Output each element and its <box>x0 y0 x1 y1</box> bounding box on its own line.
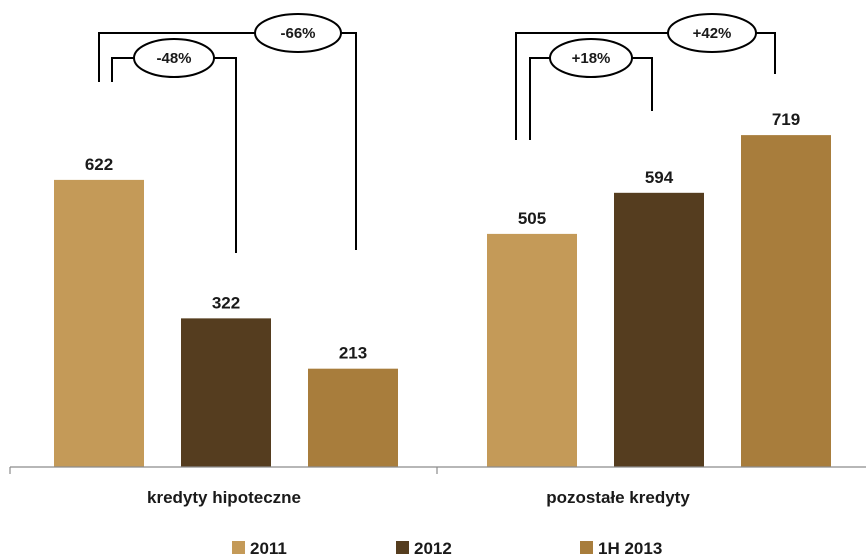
legend-label-2012: 2012 <box>414 539 452 557</box>
bar-kredyty-hipoteczne-1h-2013 <box>308 368 398 467</box>
legend-swatch-2011 <box>232 541 245 554</box>
value-label-kredyty-hipoteczne-2011: 622 <box>85 155 113 174</box>
change-bracket-kredyty-hipoteczne-2011-2012-label: -48% <box>156 50 191 67</box>
change-bracket-kredyty-hipoteczne-2011-2012-ellipse <box>133 38 215 78</box>
bar-pozosta-e-kredyty-2012 <box>614 192 704 467</box>
value-label-kredyty-hipoteczne-2012: 322 <box>212 293 240 312</box>
value-label-pozosta-e-kredyty-1h-2013: 719 <box>772 110 800 129</box>
legend-swatch-1h-2013 <box>580 541 593 554</box>
bar-kredyty-hipoteczne-2012 <box>181 318 271 467</box>
bars <box>54 135 831 467</box>
change-bracket-kredyty-hipoteczne-2011-1h-2013-ellipse <box>254 13 342 53</box>
bar-pozosta-e-kredyty-2011 <box>487 233 577 467</box>
legend: 2011 2012 1H 2013 <box>232 539 662 557</box>
category-label-pozosta-e-kredyty: pozostałe kredyty <box>546 488 690 507</box>
change-brackets: -48% -66% +18% +42% <box>98 13 776 253</box>
bar-pozosta-e-kredyty-1h-2013 <box>741 135 831 467</box>
change-bracket-pozosta-e-kredyty-2011-1h-2013-ellipse <box>667 13 757 53</box>
value-label-pozosta-e-kredyty-2012: 594 <box>645 168 674 187</box>
legend-label-1h-2013: 1H 2013 <box>598 539 662 557</box>
value-label-kredyty-hipoteczne-1h-2013: 213 <box>339 344 367 363</box>
change-bracket-pozosta-e-kredyty-2011-2012-ellipse <box>549 38 633 78</box>
change-bracket-pozosta-e-kredyty-2011-2012-label: +18% <box>572 50 611 67</box>
category-label-kredyty-hipoteczne: kredyty hipoteczne <box>147 488 301 507</box>
change-bracket-pozosta-e-kredyty-2011-1h-2013-label: +42% <box>693 25 732 42</box>
legend-swatch-2012 <box>396 541 409 554</box>
value-labels: 622 322 213 505 594 719 <box>85 110 800 363</box>
bar-kredyty-hipoteczne-2011 <box>54 179 144 467</box>
category-labels: kredyty hipoteczne pozostałe kredyty <box>147 488 690 507</box>
change-bracket-kredyty-hipoteczne-2011-1h-2013 <box>98 32 357 250</box>
change-bracket-kredyty-hipoteczne-2011-1h-2013-label: -66% <box>280 25 315 42</box>
value-label-pozosta-e-kredyty-2011: 505 <box>518 209 546 228</box>
legend-label-2011: 2011 <box>250 539 287 557</box>
change-bracket-pozosta-e-kredyty-2011-1h-2013 <box>515 32 776 140</box>
